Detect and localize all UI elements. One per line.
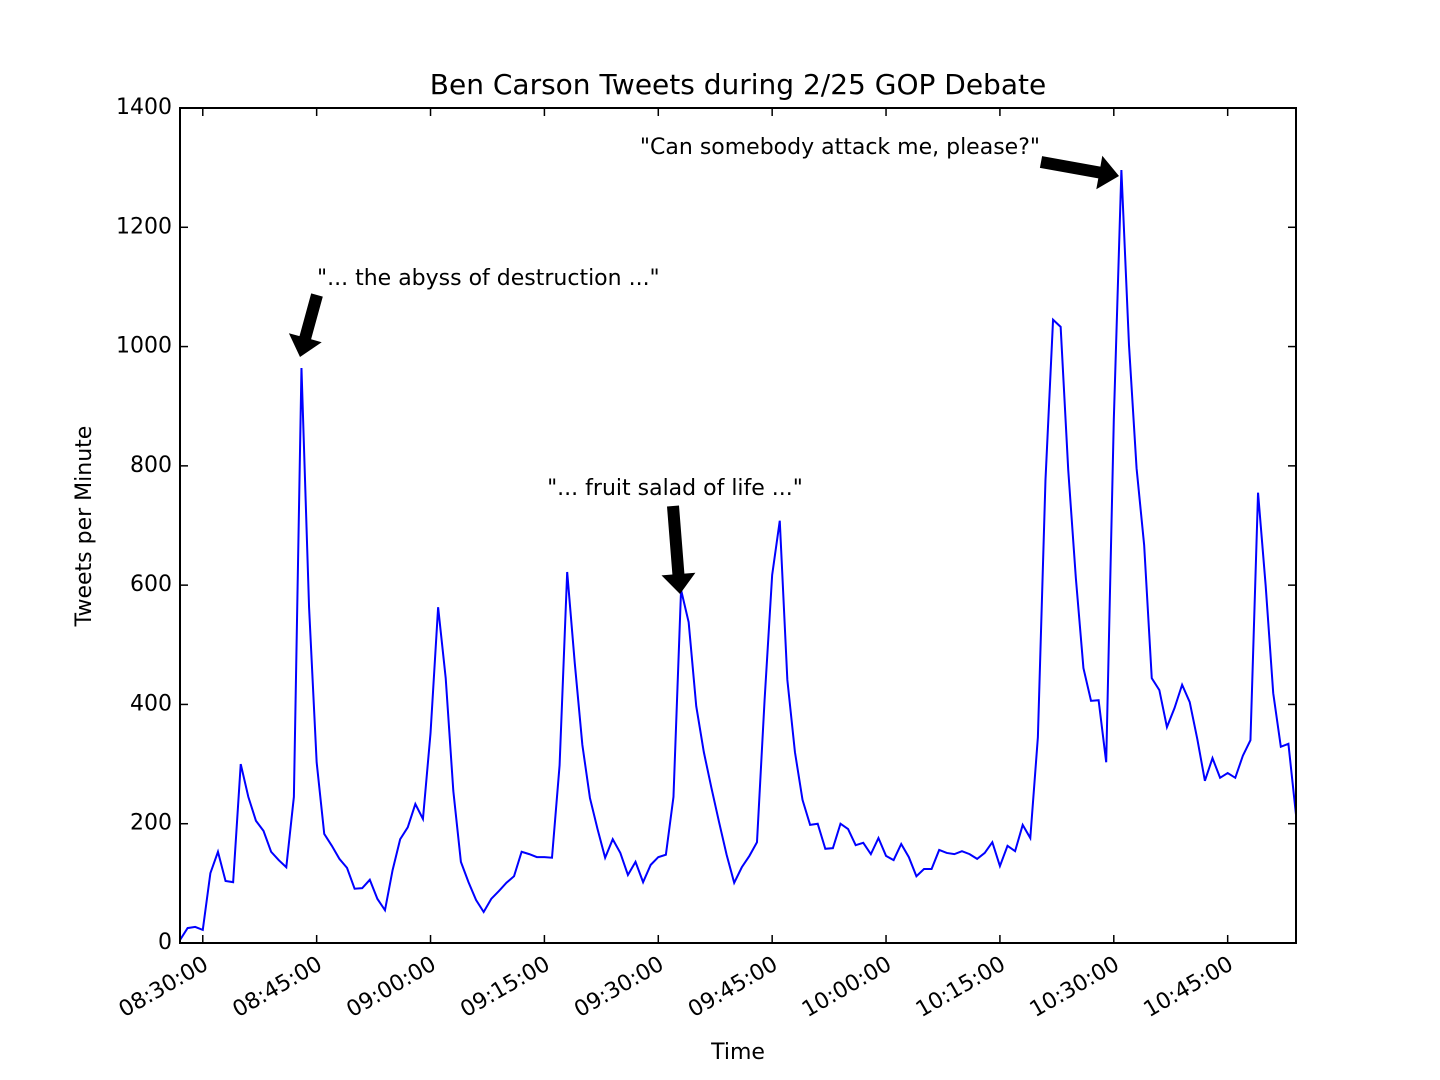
x-tick-label: 09:15:00	[456, 952, 554, 1023]
y-tick-label: 1200	[116, 214, 172, 239]
annotation-arrow	[1039, 155, 1119, 190]
y-axis-label: Tweets per Minute	[72, 426, 97, 628]
plot-frame	[179, 107, 1297, 944]
y-tick-label: 800	[130, 453, 172, 478]
annotation: "... fruit salad of life ..."	[547, 476, 803, 501]
x-tick-label: 08:30:00	[115, 952, 213, 1023]
x-tick-label: 09:30:00	[570, 952, 668, 1023]
data-line	[179, 169, 1297, 941]
x-tick-label: 10:45:00	[1140, 952, 1238, 1023]
x-tick-label: 10:30:00	[1026, 952, 1124, 1023]
x-tick-label: 09:00:00	[342, 952, 440, 1023]
y-tick-label: 200	[130, 811, 172, 836]
x-tick-label: 10:15:00	[912, 952, 1010, 1023]
y-tick-label: 400	[130, 691, 172, 716]
annotation: "... the abyss of destruction ..."	[317, 266, 660, 291]
x-tick-label: 09:45:00	[684, 952, 782, 1023]
annotation-arrow	[661, 505, 696, 594]
x-axis-label: Time	[710, 1040, 765, 1065]
annotation: "Can somebody attack me, please?"	[640, 135, 1040, 160]
annotation-arrow	[288, 293, 323, 357]
y-tick-label: 0	[158, 930, 172, 955]
y-tick-label: 1400	[116, 95, 172, 120]
y-tick-label: 600	[130, 572, 172, 597]
chart-title: Ben Carson Tweets during 2/25 GOP Debate	[430, 68, 1046, 101]
y-tick-label: 1000	[116, 334, 172, 359]
x-tick-label: 10:00:00	[798, 952, 896, 1023]
x-tick-label: 08:45:00	[229, 952, 327, 1023]
